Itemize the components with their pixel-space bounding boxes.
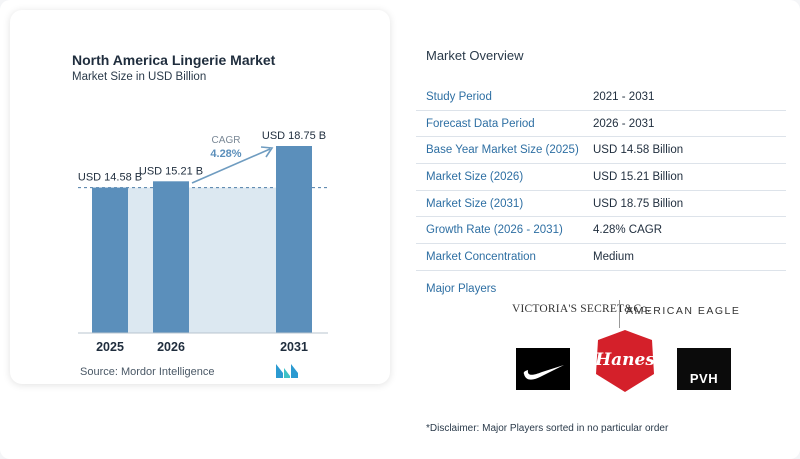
category-tick-label: 2026 — [157, 340, 185, 354]
mordor-logo — [276, 364, 302, 383]
hanes-badge-icon — [596, 330, 654, 392]
major-players-title: Major Players — [426, 283, 497, 295]
row-value: USD 14.58 Billion — [593, 144, 684, 157]
row-key: Market Size (2026) — [426, 170, 524, 183]
bar — [153, 181, 189, 333]
source-label: Source: Mordor Intelligence — [80, 366, 215, 378]
logo-divider — [619, 300, 620, 328]
hanes-logo-text: Hanes — [595, 350, 655, 370]
cagr-arrow-head — [260, 146, 274, 158]
category-tick-label: 2025 — [96, 340, 124, 354]
bar-value-label: USD 15.21 B — [139, 165, 203, 177]
row-key: Market Size (2031) — [426, 197, 524, 210]
row-key: Market Concentration — [426, 250, 536, 263]
nike-swoosh-icon — [523, 365, 564, 380]
hanes-logo: Hanes — [592, 330, 658, 392]
cagr-label: CAGR — [212, 135, 241, 146]
overview-table: Study Period 2021 - 2031 Forecast Data P… — [416, 84, 786, 271]
row-value: Medium — [593, 250, 634, 263]
victorias-secret-logo: VICTORIA'S SECRET&Co. — [512, 303, 651, 315]
disclaimer-text: *Disclaimer: Major Players sorted in no … — [426, 423, 669, 434]
row-key: Growth Rate (2026 - 2031) — [426, 224, 563, 237]
pvh-logo-text: PVH — [689, 371, 719, 386]
nike-logo — [516, 348, 570, 390]
bar — [92, 187, 128, 333]
row-value: 4.28% CAGR — [593, 224, 663, 237]
overview-title: Market Overview — [426, 48, 524, 63]
row-key: Base Year Market Size (2025) — [426, 144, 579, 157]
mordor-logo-icon — [276, 364, 298, 378]
table-row: Forecast Data Period 2026 - 2031 — [416, 111, 786, 138]
cagr-value: 4.28% — [210, 148, 241, 160]
row-value: 2026 - 2031 — [593, 117, 655, 130]
row-value: 2021 - 2031 — [593, 90, 655, 103]
cagr-arrow — [191, 148, 271, 184]
bar-value-label: USD 14.58 B — [78, 172, 142, 184]
table-row: Market Size (2026) USD 15.21 Billion — [416, 164, 786, 191]
row-value: USD 18.75 Billion — [593, 197, 684, 210]
chart-subtitle: Market Size in USD Billion — [72, 71, 207, 83]
category-tick-label: 2031 — [280, 340, 308, 354]
table-row: Study Period 2021 - 2031 — [416, 84, 786, 111]
american-eagle-logo: AMERICAN EAGLE — [626, 305, 741, 317]
table-row: Market Size (2031) USD 18.75 Billion — [416, 191, 786, 218]
table-row: Market Concentration Medium — [416, 244, 786, 271]
chart-title: North America Lingerie Market — [72, 52, 276, 68]
row-key: Study Period — [426, 90, 492, 103]
bar — [276, 146, 312, 333]
table-row: Growth Rate (2026 - 2031) 4.28% CAGR — [416, 217, 786, 245]
bar-chart: USD 14.58 B 2025 USD 15.21 B 2026 USD 18.75 … — [78, 130, 328, 354]
row-value: USD 15.21 Billion — [593, 170, 684, 183]
bar-value-label: USD 18.75 B — [262, 130, 326, 142]
table-row: Base Year Market Size (2025) USD 14.58 B… — [416, 137, 786, 165]
pvh-logo: PVH — [677, 348, 731, 390]
row-key: Forecast Data Period — [426, 117, 535, 130]
